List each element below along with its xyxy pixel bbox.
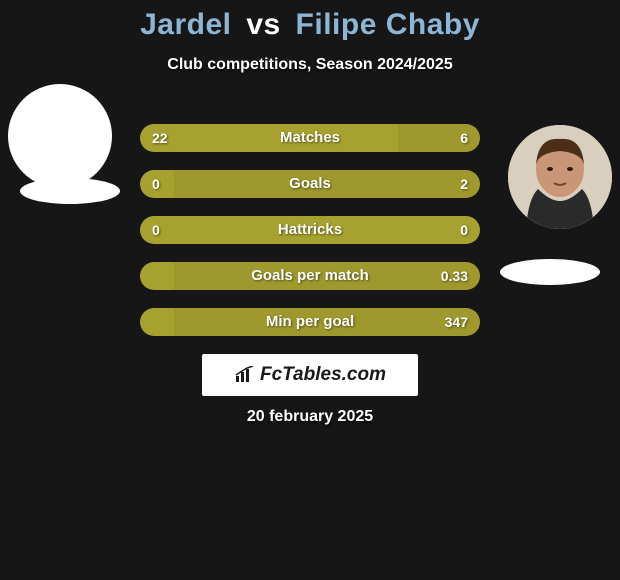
bar-label: Hattricks <box>140 216 480 244</box>
bar-label: Min per goal <box>140 308 480 336</box>
bar-row: Hattricks0 0 <box>140 216 480 244</box>
bar-value-right: 347 <box>445 308 468 336</box>
bar-value-left: 0 <box>152 170 160 198</box>
player1-name: Jardel <box>140 8 231 41</box>
bar-label: Matches <box>140 124 480 152</box>
bar-row: Min per goal347 <box>140 308 480 336</box>
player1-club-badge <box>20 178 120 204</box>
bar-value-left: 0 <box>152 216 160 244</box>
bar-row: Goals0 2 <box>140 170 480 198</box>
comparison-title: Jardel vs Filipe Chaby <box>0 0 620 42</box>
watermark: FcTables.com <box>202 354 418 396</box>
comparison-bars: Matches226Goals02Hattricks00Goals per ma… <box>140 124 480 354</box>
bar-value-left: 22 <box>152 124 168 152</box>
date-text: 20 february 2025 <box>0 408 620 426</box>
bar-value-right: 0.33 <box>441 262 468 290</box>
bar-row: Matches22 6 <box>140 124 480 152</box>
bar-value-right: 6 <box>460 124 468 152</box>
player2-avatar <box>508 125 612 229</box>
bar-label: Goals per match <box>140 262 480 290</box>
bar-label: Goals <box>140 170 480 198</box>
player2-name: Filipe Chaby <box>296 8 480 41</box>
subtitle: Club competitions, Season 2024/2025 <box>0 56 620 74</box>
chart-icon <box>234 366 256 384</box>
watermark-text: FcTables.com <box>260 364 386 386</box>
bar-value-right: 0 <box>460 216 468 244</box>
bar-value-right: 2 <box>460 170 468 198</box>
player1-avatar <box>8 84 112 188</box>
vs-text: vs <box>246 8 280 41</box>
bar-row: Goals per match0.33 <box>140 262 480 290</box>
player2-club-badge <box>500 259 600 285</box>
